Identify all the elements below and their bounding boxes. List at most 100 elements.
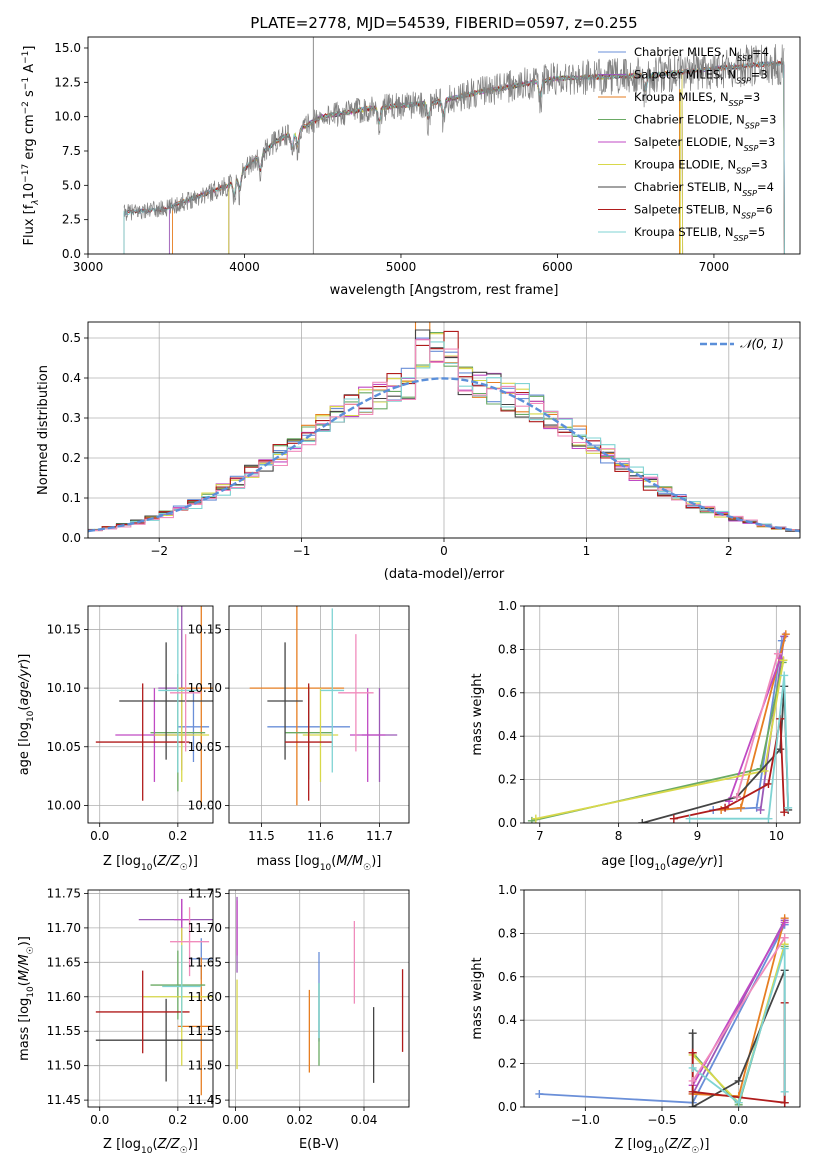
weight_vs_Z-marker (780, 1098, 789, 1107)
age_vs_Z-xtick-label: 0.0 (90, 829, 109, 843)
age_vs_mass-xtick-label: 11.6 (307, 829, 334, 843)
age_vs_Z-ytick-label: 10.10 (47, 681, 81, 695)
spectrum-frame (87, 36, 801, 255)
weight_vs_age-marker (732, 792, 741, 801)
weight_vs_Z-ylabel: mass weight (470, 957, 485, 1039)
residuals-xtick-label: −1 (293, 544, 311, 558)
weight_vs_Z-marker (734, 1098, 743, 1107)
weight_vs_age-line-pink (736, 653, 779, 798)
weight_vs_age-xtick-label: 10 (769, 829, 784, 843)
age_vs_Z-ytick-label: 10.00 (47, 798, 81, 812)
age_vs_Z-series-group (95, 606, 213, 806)
weight_vs_age-marker (764, 779, 773, 788)
mass_vs_ebv-xtick-label: 0.02 (286, 1113, 313, 1127)
weight_vs_Z-ytick-label: 1.0 (498, 883, 517, 897)
mass_vs_Z-xlabel: Z [log10(Z/Z☉)] (103, 1137, 198, 1156)
mass_vs_Z-ytick-label: 11.55 (47, 1024, 81, 1038)
age_vs_Z-ytick-label: 10.15 (47, 622, 81, 636)
weight_vs_Z-series-group (535, 914, 789, 1107)
weight_vs_Z-marker (688, 1048, 697, 1057)
spectrum-legend-label: Chabrier STELIB, NSSP=4 (634, 180, 774, 198)
residuals-xtick-label: 1 (583, 544, 591, 558)
weight_vs_age-marker (780, 808, 789, 817)
mass_vs_Z-ytick-label: 11.75 (47, 886, 81, 900)
spectrum-ytick-label: 10.0 (54, 110, 81, 124)
weight_vs_age-ytick-label: 0.6 (498, 686, 517, 700)
residuals-ytick-label: 0.5 (62, 331, 81, 345)
spectrum-ytick-label: 5.0 (62, 178, 81, 192)
weight_vs_Z-marker (780, 1087, 789, 1096)
mass_vs_ebv-ytick-label: 11.60 (188, 990, 222, 1004)
weight_vs_Z-line-kroupa_stelib (692, 948, 786, 1105)
weight_vs_age-marker (736, 803, 745, 812)
mass_vs_ebv-ytick-label: 11.70 (188, 921, 222, 935)
residuals-xtick-label: −2 (150, 544, 168, 558)
weight_vs_age-marker (781, 630, 790, 639)
weight_vs_age-marker (773, 649, 782, 658)
weight_vs_Z-xlabel: Z [log10(Z/Z☉)] (615, 1137, 710, 1156)
spectrum-ytick-label: 15.0 (54, 41, 81, 55)
weight_vs_age-marker (721, 803, 730, 812)
spectrum-xtick-label: 7000 (699, 260, 730, 274)
spectrum-ylabel: Flux [fλ10−17 erg cm−2 s−1 A−1] (21, 46, 41, 246)
age_vs_mass-xlabel: mass [log10(M/M☉)] (257, 854, 382, 873)
spectrum-xtick-label: 6000 (542, 260, 573, 274)
weight_vs_Z-marker (535, 1089, 544, 1098)
weight_vs_age-marker (669, 814, 678, 823)
weight_vs_Z-marker (688, 1103, 697, 1107)
spectrum-legend-label: Salpeter STELIB, NSSP=6 (634, 203, 773, 221)
age_vs_mass-frame (228, 605, 410, 824)
weight_vs_Z-marker (688, 1076, 697, 1085)
mass_vs_Z-xtick-label: 0.0 (90, 1113, 109, 1127)
weight_vs_age-marker (756, 805, 765, 814)
age_vs_Z-xlabel: Z [log10(Z/Z☉)] (103, 854, 198, 873)
mass_vs_ebv-series-group (236, 896, 404, 1083)
spectrum-xtick-label: 5000 (386, 260, 417, 274)
weight_vs_age-marker (760, 766, 769, 775)
mass_vs_Z-xtick-label: 0.2 (168, 1113, 187, 1127)
residuals-xtick-label: 0 (440, 544, 448, 558)
weight_vs_age-frame (523, 605, 801, 824)
residuals-ytick-label: 0.4 (62, 371, 81, 385)
mass_vs_Z-ytick-label: 11.65 (47, 955, 81, 969)
mass_vs_Z-ytick-label: 11.50 (47, 1059, 81, 1073)
age_vs_Z-ytick-label: 10.05 (47, 740, 81, 754)
spectrum-xtick-label: 4000 (229, 260, 260, 274)
weight_vs_age-marker (764, 814, 773, 823)
mass_vs_ebv-xtick-label: 0.04 (351, 1113, 378, 1127)
weight_vs_age-xtick-label: 8 (615, 829, 623, 843)
weight_vs_age-marker (531, 814, 540, 823)
weight_vs_Z-line-pink (691, 937, 786, 1082)
weight_vs_age-marker (780, 671, 789, 680)
weight_vs_age-marker (779, 656, 788, 665)
spectrum-legend-label: Chabrier MILES, NSSP=4 (634, 45, 769, 63)
weight_vs_Z-ytick-label: 0.6 (498, 970, 517, 984)
age_vs_mass-ytick-label: 10.10 (188, 681, 222, 695)
mass_vs_ebv-ytick-label: 11.50 (188, 1059, 222, 1073)
mass_vs_ebv-frame (228, 889, 410, 1108)
weight_vs_Z-xtick-label: 0.0 (729, 1113, 748, 1127)
weight_vs_age-marker (776, 745, 785, 754)
residuals-hist-pink (88, 339, 800, 534)
age_vs_mass-ytick-label: 10.05 (188, 740, 222, 754)
weight_vs_age-ytick-label: 0.0 (498, 816, 517, 830)
figure-title: PLATE=2778, MJD=54539, FIBERID=0597, z=0… (250, 14, 637, 32)
weight_vs_Z-ytick-label: 0.2 (498, 1057, 517, 1071)
spectrum-ytick-label: 7.5 (62, 144, 81, 158)
weight_vs_age-xtick-label: 7 (536, 829, 544, 843)
weight_vs_age-xlabel: age [log10(age/yr)] (601, 854, 723, 873)
weight_vs_Z-xtick-label: −1.0 (571, 1113, 600, 1127)
weight_vs_age-ylabel: mass weight (470, 673, 485, 755)
mass_vs_Z-ytick-label: 11.70 (47, 921, 81, 935)
weight_vs_age-line-kroupa_stelib (689, 675, 790, 820)
mass_vs_Z-ytick-label: 11.45 (47, 1093, 81, 1107)
age_vs_mass-xtick-label: 11.5 (248, 829, 275, 843)
weight_vs_Z-marker (780, 933, 789, 942)
residuals-xtick-label: 2 (725, 544, 733, 558)
spectrum-legend-label: Kroupa ELODIE, NSSP=3 (634, 158, 768, 176)
mass_vs_ebv-ytick-label: 11.75 (188, 886, 222, 900)
spectrum-legend-label: Kroupa STELIB, NSSP=5 (634, 225, 765, 243)
mass_vs_ebv-ytick-label: 11.55 (188, 1024, 222, 1038)
weight_vs_age-ytick-label: 0.2 (498, 773, 517, 787)
